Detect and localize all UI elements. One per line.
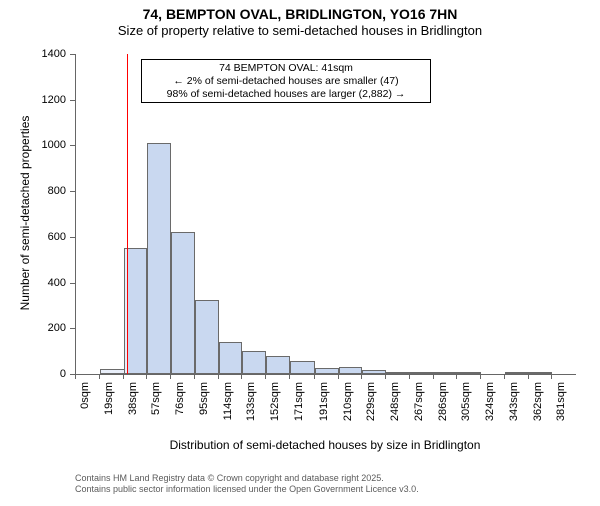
histogram-bar (339, 367, 363, 374)
y-tick (70, 54, 75, 55)
histogram-bar (195, 300, 219, 374)
histogram-bar (457, 372, 481, 374)
x-tick-label: 305sqm (460, 382, 472, 421)
x-tick (551, 374, 552, 379)
footer-text: Contains HM Land Registry data © Crown c… (75, 473, 419, 496)
histogram-bar (434, 372, 458, 374)
annotation-box: 74 BEMPTON OVAL: 41sqm ← 2% of semi-deta… (141, 59, 431, 103)
histogram-bar (147, 143, 171, 374)
histogram-bar (266, 356, 290, 374)
x-tick (123, 374, 124, 379)
y-tick (70, 283, 75, 284)
x-tick (409, 374, 410, 379)
histogram-bar (171, 232, 195, 374)
x-tick (289, 374, 290, 379)
x-tick (265, 374, 266, 379)
x-tick-label: 229sqm (365, 382, 377, 421)
footer-line-2: Contains public sector information licen… (75, 484, 419, 495)
x-tick (194, 374, 195, 379)
x-tick-label: 171sqm (293, 382, 305, 421)
x-tick (338, 374, 339, 379)
y-tick (70, 100, 75, 101)
x-tick (241, 374, 242, 379)
x-tick-label: 19sqm (103, 382, 115, 415)
histogram-bar (100, 369, 124, 374)
page-subtitle: Size of property relative to semi-detach… (0, 23, 600, 39)
y-tick-label: 400 (0, 277, 66, 289)
histogram-plot: 74 BEMPTON OVAL: 41sqm ← 2% of semi-deta… (75, 54, 576, 375)
x-tick (314, 374, 315, 379)
x-tick (218, 374, 219, 379)
x-tick-label: 0sqm (79, 382, 91, 409)
histogram-bar (505, 372, 529, 374)
x-tick (75, 374, 76, 379)
x-tick-label: 381sqm (555, 382, 567, 421)
x-tick (170, 374, 171, 379)
x-tick-label: 152sqm (269, 382, 281, 421)
x-tick-label: 76sqm (174, 382, 186, 415)
histogram-bar (290, 361, 315, 374)
y-tick-label: 1000 (0, 139, 66, 151)
x-tick-label: 133sqm (245, 382, 257, 421)
x-tick (433, 374, 434, 379)
x-tick-label: 362sqm (532, 382, 544, 421)
x-tick (361, 374, 362, 379)
annotation-line-2: ← 2% of semi-detached houses are smaller… (146, 75, 426, 88)
histogram-bar (386, 372, 410, 374)
histogram-bar (315, 368, 339, 374)
annotation-line-3: 98% of semi-detached houses are larger (… (146, 88, 426, 101)
reference-line (127, 54, 128, 374)
x-tick-label: 324sqm (484, 382, 496, 421)
y-axis-label: Number of semi-detached properties (18, 73, 32, 353)
page-title: 74, BEMPTON OVAL, BRIDLINGTON, YO16 7HN (0, 6, 600, 23)
y-tick (70, 191, 75, 192)
histogram-bar-left (101, 370, 124, 373)
y-tick (70, 145, 75, 146)
histogram-bar (242, 351, 266, 374)
x-tick-label: 286sqm (437, 382, 449, 421)
x-tick-label: 57sqm (150, 382, 162, 415)
y-tick-label: 1400 (0, 48, 66, 60)
x-tick (504, 374, 505, 379)
x-tick (99, 374, 100, 379)
y-tick (70, 328, 75, 329)
x-tick-label: 267sqm (413, 382, 425, 421)
y-tick-label: 0 (0, 368, 66, 380)
x-tick (528, 374, 529, 379)
footer-line-1: Contains HM Land Registry data © Crown c… (75, 473, 419, 484)
x-tick-label: 343sqm (508, 382, 520, 421)
histogram-bar (219, 342, 243, 374)
histogram-bar (362, 370, 386, 374)
x-axis-label: Distribution of semi-detached houses by … (75, 438, 575, 452)
y-tick-label: 1200 (0, 94, 66, 106)
histogram-bar (529, 372, 553, 374)
y-tick-label: 800 (0, 185, 66, 197)
y-tick-label: 200 (0, 322, 66, 334)
x-tick-label: 248sqm (389, 382, 401, 421)
x-tick (456, 374, 457, 379)
x-tick (146, 374, 147, 379)
y-tick (70, 237, 75, 238)
histogram-bar (410, 372, 434, 374)
x-tick-label: 210sqm (342, 382, 354, 421)
x-tick-label: 95sqm (198, 382, 210, 415)
x-tick-label: 114sqm (222, 382, 234, 420)
x-tick-label: 191sqm (318, 382, 330, 421)
y-tick-label: 600 (0, 231, 66, 243)
x-tick (480, 374, 481, 379)
annotation-line-1: 74 BEMPTON OVAL: 41sqm (146, 62, 426, 75)
x-tick-label: 38sqm (127, 382, 139, 415)
x-tick (385, 374, 386, 379)
